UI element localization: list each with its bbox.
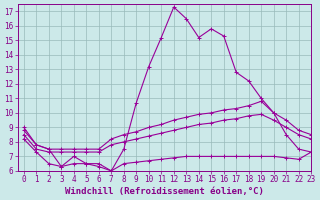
- X-axis label: Windchill (Refroidissement éolien,°C): Windchill (Refroidissement éolien,°C): [65, 187, 264, 196]
